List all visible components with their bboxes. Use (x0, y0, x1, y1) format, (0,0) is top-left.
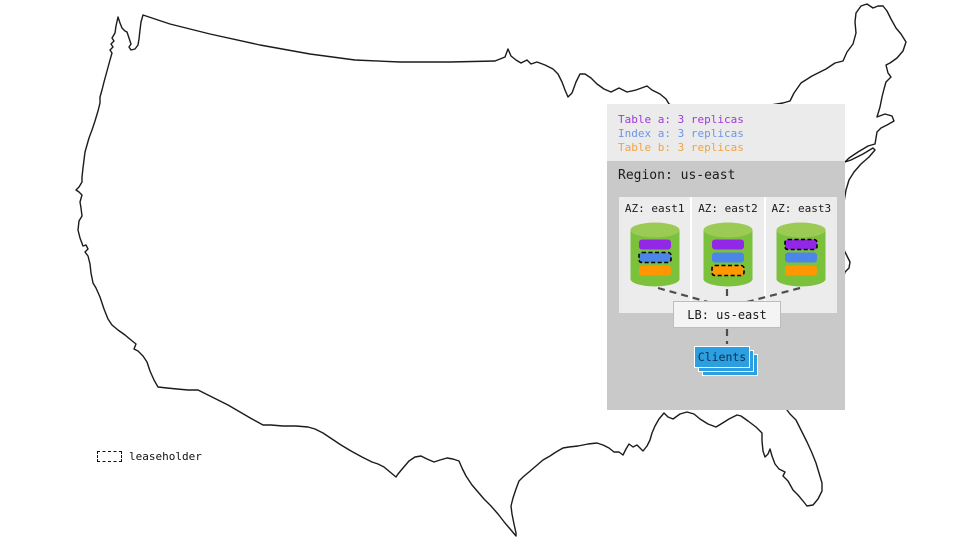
us-outline-path (75, 3, 907, 537)
database-cylinder-icon (630, 222, 680, 287)
region-title: Region: us-east (618, 168, 736, 183)
replica-bar (711, 264, 745, 277)
replica-legend: Table a: 3 replicas Index a: 3 replicas … (607, 104, 845, 161)
replica-bar (637, 251, 672, 264)
legend-table-b: Table b: 3 replicas (618, 141, 744, 154)
replica-bar (711, 252, 744, 263)
load-balancer-box: LB: us-east (673, 301, 781, 328)
leaseholder-key: leaseholder (97, 450, 202, 463)
replica-bar (784, 238, 819, 251)
replica-bar (785, 252, 818, 263)
leaseholder-swatch-icon (97, 451, 122, 462)
database-cylinder-icon (776, 222, 826, 287)
az-east2-label: AZ: east2 (698, 202, 758, 215)
legend-table-a: Table a: 3 replicas (618, 113, 744, 126)
clients-box: Clients (694, 346, 750, 368)
replica-bar (785, 265, 818, 276)
az-east1: AZ: east1 (619, 197, 691, 313)
clients-stack: Clients (694, 346, 760, 378)
replica-bar (711, 239, 744, 250)
az-east3-label: AZ: east3 (771, 202, 832, 215)
az-east1-label: AZ: east1 (624, 202, 685, 215)
az-east2: AZ: east2 (692, 197, 764, 313)
region-panel: Table a: 3 replicas Index a: 3 replicas … (607, 104, 845, 410)
az-row: AZ: east1 AZ: east2 (619, 197, 837, 313)
replica-bar (638, 265, 671, 276)
leaseholder-key-label: leaseholder (129, 450, 202, 463)
az-east3: AZ: east3 (765, 197, 837, 313)
database-cylinder-icon (703, 222, 753, 287)
replica-bar (638, 239, 671, 250)
legend-index-a: Index a: 3 replicas (618, 127, 744, 140)
